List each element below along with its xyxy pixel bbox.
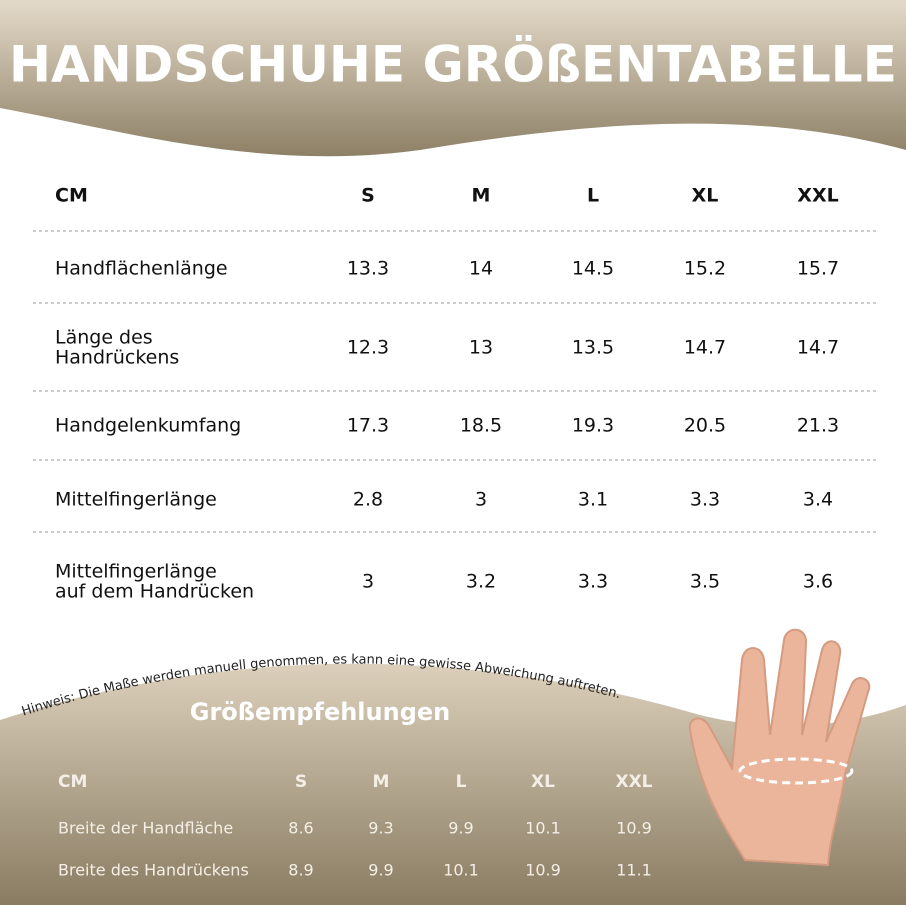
cell: 9.9 [368,861,393,880]
top-band [0,0,906,157]
column-header: S [361,185,375,207]
cell: 10.1 [525,819,561,838]
column-header: M [373,772,390,792]
column-header: XL [531,772,555,792]
cell: 3 [362,571,374,593]
row-label: auf dem Handrücken [55,581,254,603]
size-table: CM S M L XL XXL Handflächenlänge 13.3 14 14.5 15.2… [33,185,876,603]
row-label: Handrückens [55,347,179,369]
cell: 14.7 [684,337,726,359]
row-label: Mittelfingerlänge [55,489,217,511]
cell: 2.8 [353,489,383,511]
column-header: XXL [615,772,652,792]
cell: 15.7 [797,258,839,280]
cell: 10.9 [525,861,561,880]
row-label: Handflächenlänge [55,258,228,280]
cell: 8.9 [288,861,313,880]
cell: 14.7 [797,337,839,359]
row-label: Breite der Handfläche [58,819,233,838]
column-header: L [587,185,599,207]
row-label: Handgelenkumfang [55,415,241,437]
cell: 13 [469,337,493,359]
cell: 21.3 [797,415,839,437]
column-header: CM [58,772,87,792]
cell: 3.5 [690,571,720,593]
cell: 10.9 [616,819,652,838]
cell: 3 [475,489,487,511]
column-header: XL [692,185,719,207]
column-header: S [295,772,307,792]
bottom-band [0,663,906,905]
cell: 17.3 [347,415,389,437]
cell: 3.3 [690,489,720,511]
column-header: M [472,185,491,207]
cell: 10.1 [443,861,479,880]
cell: 3.1 [578,489,608,511]
cell: 3.4 [803,489,833,511]
cell: 11.1 [616,861,652,880]
hand [688,628,871,867]
recommendations-title: Größempfehlungen [190,698,451,726]
cell: 3.3 [578,571,608,593]
cell: 18.5 [460,415,502,437]
cell: 3.6 [803,571,833,593]
cell: 9.9 [448,819,473,838]
hand-illustration [688,628,871,867]
column-header: XXL [797,185,838,207]
row-label: Mittelfingerlänge [55,561,217,583]
cell: 12.3 [347,337,389,359]
recommendation-table: CM S M L XL XXL Breite der Handfläche 8.6 9.3 9.9… [58,772,653,880]
column-header: CM [55,185,88,207]
cell: 8.6 [288,819,313,838]
cell: 20.5 [684,415,726,437]
cell: 9.3 [368,819,393,838]
column-header: L [456,772,467,792]
cell: 14 [469,258,493,280]
cell: 14.5 [572,258,614,280]
cell: 13.5 [572,337,614,359]
measure-line [738,757,854,785]
cell: 3.2 [466,571,496,593]
row-label: Länge des [55,327,153,349]
row-label: Breite des Handrückens [58,861,249,880]
title: HANDSCHUHE GRÖßENTABELLE [9,35,897,94]
cell: 19.3 [572,415,614,437]
cell: 15.2 [684,258,726,280]
cell: 13.3 [347,258,389,280]
